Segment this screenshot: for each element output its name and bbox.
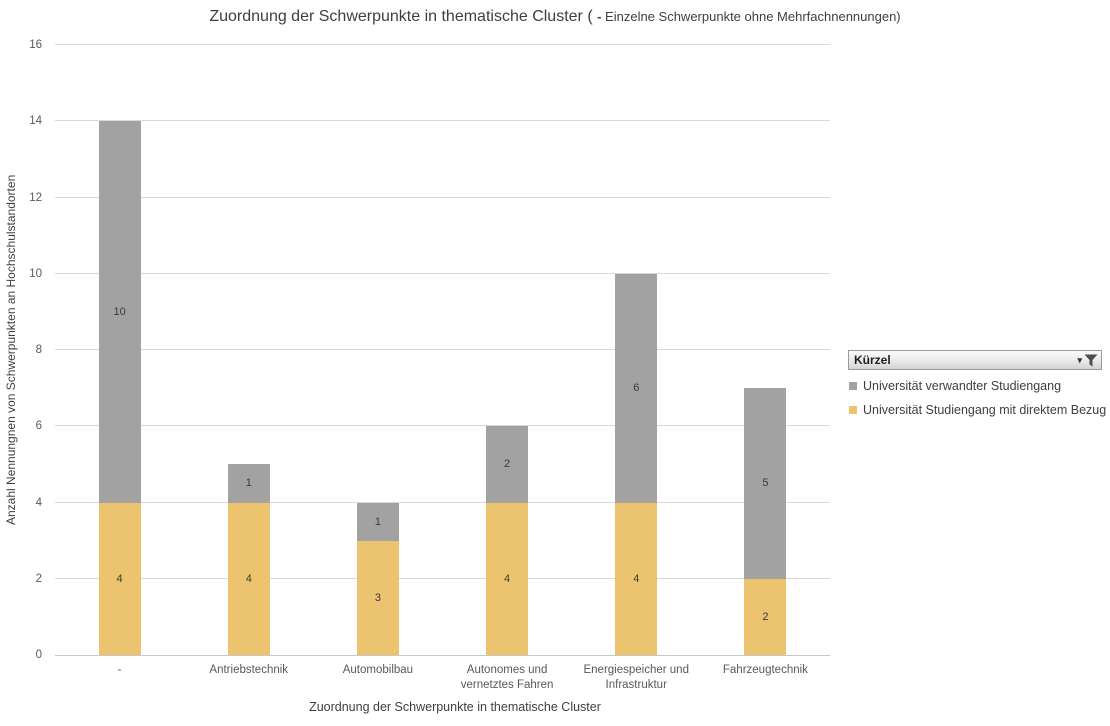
x-category-label: Fahrzeugtechnik: [722, 664, 808, 676]
bar-segment: [227, 464, 270, 503]
bar-segment: [486, 426, 529, 503]
bar-data-label: 3: [374, 591, 381, 604]
bar-segment: [98, 502, 141, 655]
x-category-label: Antriebstechnik: [209, 664, 289, 676]
legend-label-direct: Universität Studiengang mit direktem Bez…: [863, 403, 1107, 417]
bar-segment: [356, 502, 399, 541]
bar-segment: [227, 502, 270, 655]
filter-button-icons: ▾: [1077, 354, 1098, 367]
legend-item-related: Universität verwandter Studiengang: [849, 374, 1106, 398]
gridline: [55, 349, 830, 350]
y-tick-label: 4: [35, 496, 42, 509]
chart-title: Zuordnung der Schwerpunkte in thematisch…: [0, 8, 1110, 26]
bar-data-label: 1: [245, 477, 252, 490]
bar-data-label: 4: [116, 572, 123, 585]
x-category-label: -: [117, 664, 122, 676]
pivot-field-filter-button[interactable]: Kürzel ▾: [848, 350, 1102, 370]
y-tick-label: 10: [29, 267, 42, 280]
gridline: [55, 425, 830, 427]
chevron-down-icon: ▾: [1077, 354, 1082, 365]
bar-segment: [744, 578, 787, 655]
x-axis-title: Zuordnung der Schwerpunkte in thematisch…: [309, 700, 601, 714]
bar-segment: [615, 273, 658, 503]
bar-data-label: 5: [762, 477, 769, 490]
gridline: [55, 196, 830, 198]
gridline: [55, 272, 830, 274]
bar-data-label: 2: [762, 610, 769, 623]
bar-segment: [486, 502, 529, 655]
bar-data-label: 4: [245, 572, 252, 585]
legend: Universität verwandter Studiengang Unive…: [849, 374, 1106, 422]
bar-segment: [615, 502, 658, 655]
x-category-label: Autonomes und vernetztes Fahren: [460, 664, 554, 691]
legend-swatch-yellow: [849, 406, 857, 414]
bar-data-label: 10: [113, 305, 126, 318]
bar-data-label: 1: [374, 515, 381, 528]
filter-button-label: Kürzel: [854, 353, 891, 367]
gridline: [55, 44, 830, 45]
bar-segment: [356, 540, 399, 655]
gridline: [55, 501, 830, 503]
y-tick-label: 6: [35, 420, 42, 433]
y-tick-label: 16: [29, 39, 42, 51]
y-tick-label: 2: [35, 572, 42, 585]
bar-data-label: 4: [504, 572, 511, 585]
gridline: [55, 577, 830, 579]
y-tick-label: 12: [29, 191, 42, 204]
funnel-filter-icon: [1084, 354, 1098, 366]
x-axis-line: [55, 655, 830, 656]
y-tick-label: 8: [35, 344, 42, 356]
chart-title-dash: -: [597, 9, 602, 24]
bar-data-label: 6: [633, 382, 640, 395]
x-category-label: Automobilbau: [342, 664, 414, 676]
chart-title-main: Zuordnung der Schwerpunkte in thematisch…: [209, 8, 598, 25]
legend-item-direct: Universität Studiengang mit direktem Bez…: [849, 398, 1106, 422]
legend-label-related: Universität verwandter Studiengang: [863, 379, 1062, 393]
plot-area: 4 10 4 1 3 1 4 2 4 6 2 5: [55, 44, 830, 656]
y-tick-label: 0: [35, 649, 42, 661]
bar-data-label: 2: [504, 458, 511, 471]
bar-segment: [98, 121, 141, 503]
gridline: [55, 120, 830, 122]
y-tick-label: 14: [29, 115, 42, 128]
bar-data-label: 4: [633, 572, 640, 585]
chart-title-subtitle: Einzelne Schwerpunkte ohne Mehrfachnennu…: [601, 9, 901, 24]
x-category-label: Energiespeicher und Infrastruktur: [583, 664, 689, 691]
bar-segment: [744, 388, 787, 579]
legend-swatch-gray: [849, 382, 857, 390]
